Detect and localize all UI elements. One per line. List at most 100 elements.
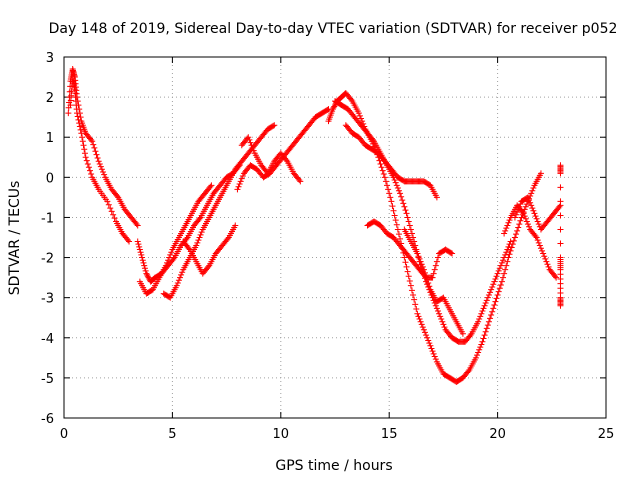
data-point <box>495 288 502 295</box>
data-point <box>424 276 431 283</box>
data-point <box>503 249 510 256</box>
data-point <box>426 340 433 347</box>
data-point <box>432 302 439 309</box>
data-point <box>402 207 409 214</box>
series-sat-track-7 <box>234 106 332 193</box>
data-point <box>348 96 355 103</box>
data-point <box>144 271 151 278</box>
data-point <box>497 262 504 269</box>
data-point <box>432 356 439 363</box>
data-point <box>488 286 495 293</box>
data-point <box>84 160 91 167</box>
data-point <box>434 308 441 315</box>
data-point <box>193 242 200 249</box>
data-point <box>238 175 245 182</box>
data-point <box>434 254 441 261</box>
data-point <box>421 269 428 276</box>
data-point <box>416 316 423 323</box>
data-point <box>271 122 278 129</box>
data-point <box>395 187 402 194</box>
data-point <box>545 263 552 270</box>
data-point <box>496 285 503 292</box>
data-points <box>65 66 564 385</box>
data-point <box>527 199 534 206</box>
data-point <box>145 274 152 281</box>
y-tick-label: -6 <box>41 412 54 427</box>
data-point <box>496 265 503 272</box>
data-point <box>426 283 433 290</box>
data-point <box>532 233 539 240</box>
data-point <box>557 226 564 233</box>
data-point <box>491 278 498 285</box>
y-axis-label: SDTVAR / TECUs <box>7 181 23 296</box>
data-point <box>378 164 385 171</box>
series-sat-track-15 <box>511 194 564 233</box>
data-point <box>377 160 384 167</box>
data-point <box>234 186 241 193</box>
data-point <box>297 178 304 185</box>
data-point <box>533 215 540 222</box>
data-point <box>134 238 141 245</box>
data-point <box>477 313 484 320</box>
data-point <box>553 274 560 281</box>
series-sat-track-14 <box>501 202 560 281</box>
data-point <box>195 237 202 244</box>
data-point <box>65 110 72 117</box>
x-tick-label: 0 <box>60 427 68 442</box>
data-point <box>324 106 331 113</box>
data-point <box>515 224 522 231</box>
data-point <box>505 243 512 250</box>
data-point <box>414 310 421 317</box>
data-point <box>399 197 406 204</box>
data-point <box>101 171 108 178</box>
data-point <box>92 148 99 155</box>
data-point <box>436 310 443 317</box>
data-point <box>539 247 546 254</box>
data-point <box>421 329 428 336</box>
data-point <box>389 203 396 210</box>
data-point <box>87 167 94 174</box>
data-point <box>296 177 303 184</box>
data-point <box>247 139 254 146</box>
data-point <box>390 207 397 214</box>
data-point <box>411 296 418 303</box>
data-point <box>406 277 413 284</box>
x-tick-label: 20 <box>489 427 506 442</box>
data-point <box>140 259 147 266</box>
y-tick-label: -1 <box>41 211 54 226</box>
data-point <box>136 246 143 253</box>
data-point <box>423 332 430 339</box>
data-point <box>75 116 82 123</box>
data-point <box>379 167 386 174</box>
data-point <box>478 310 485 317</box>
chart-title: Day 148 of 2019, Sidereal Day-to-day VTE… <box>49 21 618 37</box>
data-point <box>537 245 544 252</box>
data-point <box>497 281 504 288</box>
data-point <box>465 368 472 375</box>
data-point <box>510 237 517 244</box>
data-point <box>78 130 85 137</box>
data-point <box>406 222 413 229</box>
data-point <box>408 287 415 294</box>
data-point <box>415 253 422 260</box>
data-point <box>376 157 383 164</box>
data-point <box>419 263 426 270</box>
data-point <box>514 227 521 234</box>
x-tick-label: 15 <box>381 427 398 442</box>
data-point <box>557 170 564 177</box>
data-point <box>414 250 421 257</box>
data-point <box>482 328 489 335</box>
data-point <box>369 136 376 143</box>
data-point <box>511 234 518 241</box>
data-point <box>503 225 510 232</box>
data-point <box>397 190 404 197</box>
data-point <box>504 222 511 229</box>
x-tick-label: 5 <box>168 427 176 442</box>
data-point <box>134 222 141 229</box>
data-point <box>248 142 255 149</box>
data-point <box>552 273 559 280</box>
data-point <box>239 172 246 179</box>
data-point <box>237 178 244 185</box>
data-point <box>397 235 404 242</box>
data-point <box>515 206 522 213</box>
